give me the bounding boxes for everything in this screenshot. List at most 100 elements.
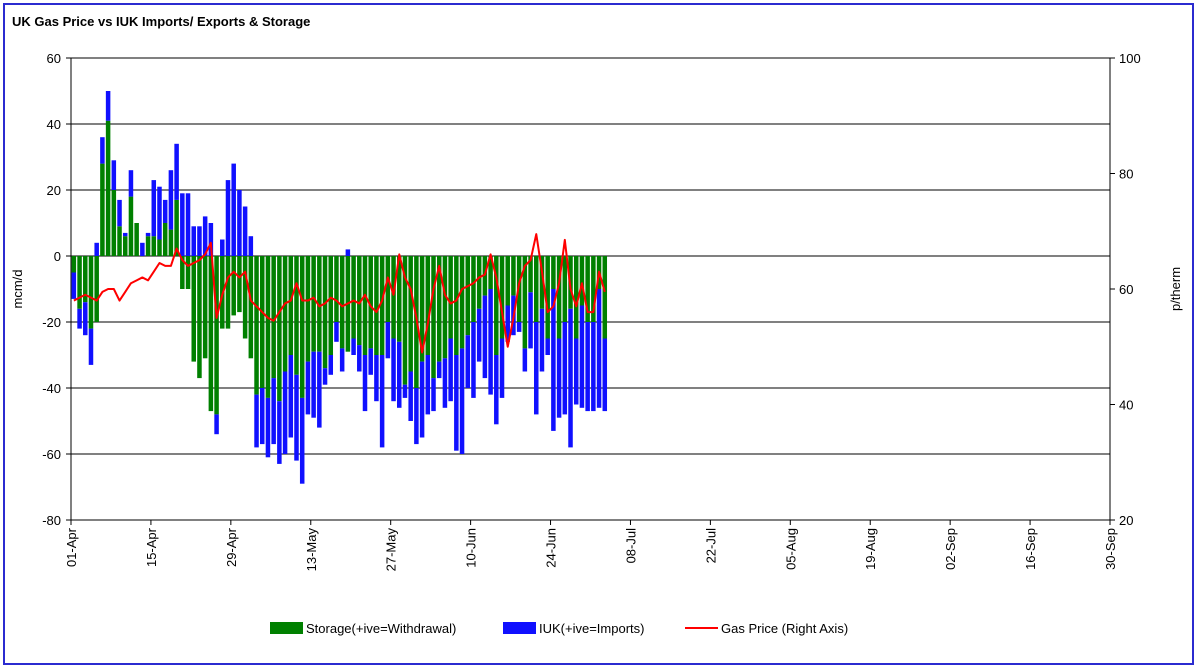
bar: [454, 256, 459, 355]
bar: [322, 368, 328, 385]
bar: [140, 242, 145, 256]
bar: [77, 308, 82, 329]
bar: [248, 236, 254, 256]
bar: [579, 256, 585, 306]
bar: [556, 256, 562, 339]
bar: [311, 351, 316, 418]
y-tick-label: 20: [47, 183, 61, 198]
bar: [368, 256, 373, 349]
bar: [288, 256, 294, 355]
bar: [197, 226, 202, 256]
bar: [220, 239, 225, 256]
x-tick-label: 30-Sep: [1103, 528, 1118, 570]
x-tick-label: 24-Jun: [544, 528, 559, 568]
bar: [334, 256, 339, 322]
bar: [88, 256, 94, 329]
bar: [237, 256, 242, 313]
bar: [168, 229, 174, 256]
x-tick-label: 13-May: [304, 528, 319, 572]
bar: [357, 345, 362, 372]
bar: [362, 355, 368, 412]
bar: [128, 196, 134, 256]
x-tick-label: 08-Jul: [623, 528, 638, 564]
bar: [88, 328, 94, 365]
bar: [311, 256, 316, 352]
bar: [197, 256, 202, 379]
price-line: [73, 233, 606, 354]
bar: [511, 256, 516, 296]
bar: [425, 256, 431, 355]
bar: [391, 338, 396, 402]
bar: [379, 256, 385, 355]
y2-axis-label: p/therm: [1168, 267, 1183, 311]
y-tick-label: -40: [42, 381, 61, 396]
y-tick-label: 0: [54, 249, 61, 264]
bar: [77, 256, 82, 309]
bar: [402, 384, 408, 398]
y2-tick-label: 100: [1119, 51, 1141, 66]
y-tick-label: 60: [47, 51, 61, 66]
bar: [105, 120, 111, 256]
bar: [448, 256, 453, 339]
bar: [357, 256, 362, 346]
bar: [191, 226, 196, 256]
bar: [551, 289, 556, 431]
bar: [534, 322, 539, 415]
bar: [122, 236, 128, 256]
bar: [339, 256, 345, 349]
x-tick-label: 19-Aug: [863, 528, 878, 570]
y-tick-label: -60: [42, 447, 61, 462]
bar: [83, 256, 88, 303]
x-tick-label: 16-Sep: [1023, 528, 1038, 570]
bar: [419, 361, 425, 438]
bar: [328, 256, 334, 355]
bar: [602, 256, 608, 339]
bar: [225, 256, 231, 329]
bar: [294, 256, 299, 375]
bar: [419, 256, 425, 362]
bar: [436, 361, 442, 379]
bar: [288, 355, 294, 438]
x-tick-label: 05-Aug: [783, 528, 798, 570]
bar: [122, 232, 128, 237]
bar: [351, 256, 356, 339]
bar: [111, 190, 117, 256]
bar: [254, 394, 259, 448]
bar: [271, 378, 276, 445]
bar: [105, 91, 111, 121]
bar: [545, 338, 550, 355]
bar: [431, 256, 436, 379]
y-axis-label: mcm/d: [10, 270, 25, 309]
bar: [248, 256, 254, 359]
bar: [299, 256, 305, 398]
bar: [299, 397, 305, 484]
bar: [117, 226, 122, 256]
bar: [448, 338, 453, 402]
bar: [551, 256, 556, 289]
y2-tick-label: 40: [1119, 398, 1133, 413]
bar: [265, 397, 271, 458]
bar: [379, 355, 385, 448]
bar: [465, 335, 471, 388]
bar: [282, 256, 288, 372]
bar: [305, 256, 311, 362]
bar: [556, 338, 562, 418]
bar: [591, 256, 596, 322]
bar: [362, 256, 368, 355]
bar: [305, 361, 311, 415]
bar: [151, 180, 157, 237]
bar: [277, 256, 282, 402]
bar: [482, 256, 488, 296]
bar: [225, 180, 231, 256]
bar: [562, 322, 568, 415]
bar: [83, 302, 88, 336]
bar: [528, 292, 533, 349]
bar: [459, 348, 465, 454]
bar: [579, 305, 585, 408]
y-tick-label: -80: [42, 513, 61, 528]
chart-title: UK Gas Price vs IUK Imports/ Exports & S…: [12, 14, 310, 29]
bar: [202, 256, 208, 359]
bar: [294, 374, 299, 461]
bar: [94, 242, 99, 256]
